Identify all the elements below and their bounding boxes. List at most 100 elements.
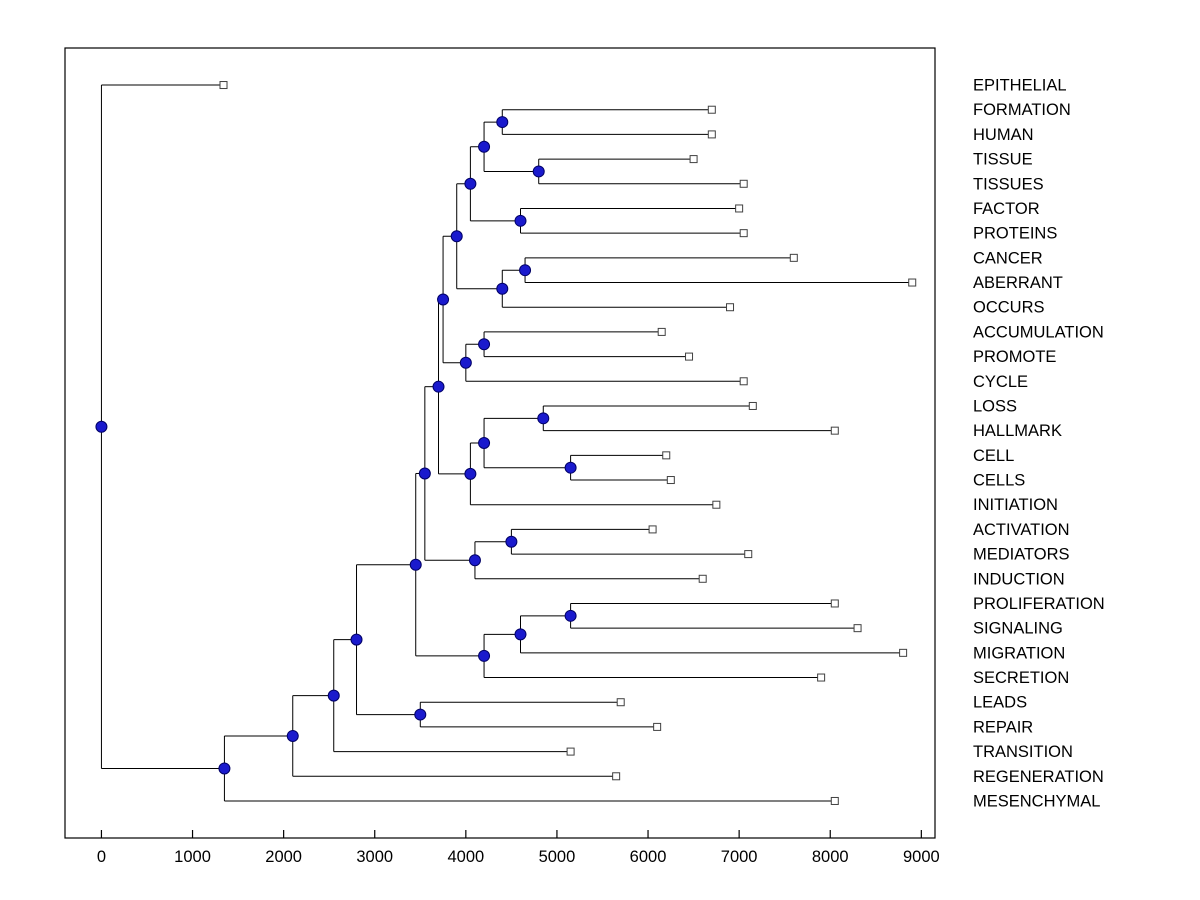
internal-node-marker	[505, 535, 518, 548]
leaf-label: PROLIFERATION	[973, 595, 1105, 613]
leaf-marker	[707, 105, 716, 114]
leaf-label: MIGRATION	[973, 644, 1065, 662]
leaf-label: CELL	[973, 447, 1014, 465]
leaf-label: MEDIATORS	[973, 546, 1070, 564]
leaf-label: OCCURS	[973, 299, 1045, 317]
leaf-marker	[789, 253, 798, 262]
leaf-label: REPAIR	[973, 718, 1033, 736]
internal-node-marker	[478, 649, 491, 662]
leaf-marker	[830, 796, 839, 805]
leaf-label: EPITHELIAL	[973, 77, 1067, 95]
leaf-marker	[739, 377, 748, 386]
leaf-label: CANCER	[973, 249, 1043, 267]
leaf-marker	[739, 179, 748, 188]
x-tick-label: 8000	[812, 848, 849, 866]
x-tick-label: 3000	[356, 848, 393, 866]
plot-box	[64, 47, 936, 839]
leaf-marker	[666, 476, 675, 485]
internal-node-marker	[532, 165, 545, 178]
internal-node-marker	[450, 230, 463, 243]
internal-node-marker	[478, 437, 491, 449]
internal-node-marker	[459, 356, 472, 369]
leaf-marker	[648, 525, 657, 534]
leaf-marker	[662, 451, 671, 460]
leaf-marker	[707, 130, 716, 139]
leaf-label: SIGNALING	[973, 620, 1063, 638]
leaf-label: HALLMARK	[973, 422, 1062, 440]
leaf-label: ACCUMULATION	[973, 323, 1104, 341]
leaf-label: PROTEINS	[973, 225, 1057, 243]
internal-node-marker	[286, 729, 299, 742]
leaf-label: PROMOTE	[973, 348, 1056, 366]
leaf-label: MESENCHYMAL	[973, 792, 1100, 810]
leaf-marker	[698, 574, 707, 583]
internal-node-marker	[564, 461, 577, 474]
x-tick-label: 1000	[174, 848, 211, 866]
leaf-label: TRANSITION	[973, 743, 1073, 761]
x-tick-label: 6000	[630, 848, 667, 866]
leaf-marker	[726, 303, 735, 312]
x-tick-label: 9000	[903, 848, 940, 866]
leaf-label: INITIATION	[973, 496, 1058, 514]
internal-node-marker	[464, 177, 477, 190]
internal-node-marker	[514, 628, 527, 641]
leaf-marker	[744, 550, 753, 559]
leaf-marker	[616, 698, 625, 707]
leaf-marker	[853, 624, 862, 633]
leaf-label: ABERRANT	[973, 274, 1063, 292]
internal-node-marker	[478, 338, 491, 351]
leaf-label: FACTOR	[973, 200, 1040, 218]
internal-node-marker	[496, 282, 509, 295]
internal-node-marker	[409, 558, 422, 571]
x-tick-label: 5000	[539, 848, 576, 866]
leaf-label: LEADS	[973, 694, 1027, 712]
leaf-label: CELLS	[973, 472, 1025, 490]
leaf-marker	[612, 772, 621, 781]
leaf-marker	[817, 673, 826, 682]
internal-node-marker	[418, 467, 431, 480]
internal-node-marker	[218, 762, 231, 775]
internal-node-marker	[414, 708, 427, 721]
x-tick-label: 7000	[721, 848, 758, 866]
leaf-marker	[566, 747, 575, 756]
leaf-marker	[653, 722, 662, 731]
leaf-marker	[219, 81, 228, 90]
leaf-label: SECRETION	[973, 669, 1069, 687]
leaf-label: CYCLE	[973, 373, 1028, 391]
leaf-marker	[908, 278, 917, 287]
internal-node-marker	[537, 412, 550, 425]
leaf-marker	[735, 204, 744, 213]
leaf-marker	[657, 327, 666, 336]
internal-node-marker	[564, 609, 577, 622]
internal-node-marker	[468, 554, 481, 567]
internal-node-marker	[514, 214, 527, 227]
leaf-marker	[712, 500, 721, 509]
leaf-marker	[739, 229, 748, 238]
leaf-label: INDUCTION	[973, 570, 1065, 588]
internal-node-marker	[519, 264, 532, 277]
leaf-marker	[748, 401, 757, 410]
internal-node-marker	[432, 380, 445, 393]
leaf-marker	[899, 648, 908, 657]
leaf-label: FORMATION	[973, 101, 1071, 119]
x-tick-label: 4000	[447, 848, 484, 866]
internal-node-marker	[464, 467, 477, 480]
internal-node-marker	[350, 633, 363, 646]
internal-node-marker	[496, 116, 509, 129]
leaf-label: TISSUE	[973, 151, 1033, 169]
leaf-label: HUMAN	[973, 126, 1034, 144]
leaf-marker	[830, 426, 839, 435]
leaf-marker	[689, 155, 698, 164]
leaf-label: LOSS	[973, 397, 1017, 415]
internal-node-marker	[478, 140, 491, 153]
x-tick-label: 0	[97, 848, 106, 866]
internal-node-marker	[95, 420, 108, 433]
leaf-label: REGENERATION	[973, 768, 1104, 786]
leaf-label: ACTIVATION	[973, 521, 1070, 539]
leaf-label: TISSUES	[973, 175, 1044, 193]
internal-node-marker	[437, 293, 450, 306]
internal-node-marker	[327, 689, 340, 702]
leaf-marker	[830, 599, 839, 608]
